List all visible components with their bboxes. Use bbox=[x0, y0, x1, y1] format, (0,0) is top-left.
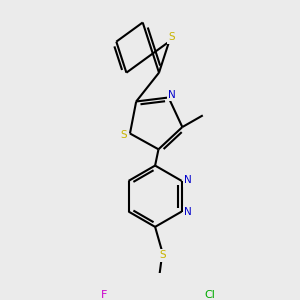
Text: Cl: Cl bbox=[204, 290, 215, 300]
Text: S: S bbox=[121, 130, 128, 140]
Text: N: N bbox=[184, 175, 192, 185]
Text: F: F bbox=[100, 290, 107, 300]
Text: S: S bbox=[160, 250, 166, 260]
Text: S: S bbox=[169, 32, 175, 42]
Text: N: N bbox=[168, 90, 176, 100]
Text: N: N bbox=[184, 207, 192, 217]
